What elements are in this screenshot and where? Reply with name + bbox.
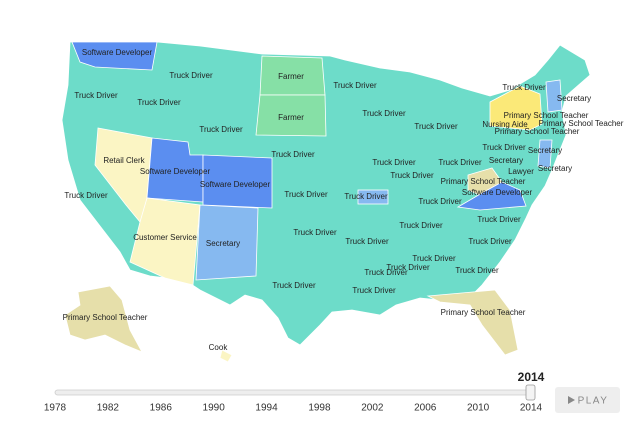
state-az <box>129 197 201 286</box>
state-label: Truck Driver <box>352 286 396 295</box>
state-label: Primary School Teacher <box>539 119 624 128</box>
year-label: 2010 <box>467 403 490 414</box>
state-fl <box>426 289 519 356</box>
timeline-track <box>54 389 534 396</box>
year-label: 1994 <box>255 403 278 414</box>
state-label: Primary School Teacher <box>504 111 589 120</box>
state-label: Software Developer <box>200 180 271 189</box>
state-label: Customer Service <box>133 233 197 242</box>
state-label: Truck Driver <box>345 237 389 246</box>
state-label: Truck Driver <box>137 98 181 107</box>
state-label: Farmer <box>278 113 304 122</box>
state-label: Truck Driver <box>271 150 315 159</box>
state-label: Secretary <box>528 146 562 155</box>
state-label: Truck Driver <box>344 192 388 201</box>
play-button[interactable]: PLAY <box>555 387 620 413</box>
state-va <box>456 181 527 211</box>
state-label: Truck Driver <box>399 221 443 230</box>
state-label: Secretary <box>557 94 591 103</box>
state-label: Software Developer <box>140 167 211 176</box>
year-label: 1998 <box>308 403 331 414</box>
state-label: Truck Driver <box>477 215 521 224</box>
state-label: Lawyer <box>508 167 534 176</box>
state-label: Primary School Teacher <box>495 127 580 136</box>
state-label: Truck Driver <box>386 263 430 272</box>
year-label: 1990 <box>203 403 226 414</box>
state-label: Truck Driver <box>364 268 408 277</box>
state-label: Farmer <box>278 72 304 81</box>
state-label: Truck Driver <box>284 190 328 199</box>
state-label: Primary School Teacher <box>441 308 526 317</box>
state-mo-highlight <box>357 189 389 205</box>
state-label: Retail Clerk <box>103 156 145 165</box>
state-label: Truck Driver <box>362 109 406 118</box>
play-label[interactable]: PLAY <box>578 396 609 407</box>
state-ny <box>489 85 543 131</box>
state-label: Secretary <box>206 239 240 248</box>
year-label: 2006 <box>414 403 437 414</box>
state-label: Truck Driver <box>468 237 512 246</box>
state-label: Truck Driver <box>372 158 416 167</box>
timeline: 2014 1978 1982 1986 1990 1994 1998 2002 2006 201… <box>44 370 545 413</box>
year-label: 2002 <box>361 403 384 414</box>
state-label: Truck Driver <box>390 171 434 180</box>
state-label: Truck Driver <box>438 158 482 167</box>
state-label: Truck Driver <box>502 83 546 92</box>
current-year: 2014 <box>518 370 545 384</box>
state-ne-secretary <box>545 79 563 113</box>
state-label: Primary School Teacher <box>63 313 148 322</box>
play-icon <box>568 396 575 404</box>
state-label: Truck Driver <box>414 122 458 131</box>
state-label: Cook <box>209 343 229 352</box>
state-label: Nursing Aide <box>482 120 528 129</box>
state-label: Secretary <box>489 156 523 165</box>
state-hi <box>219 349 233 363</box>
state-label: Truck Driver <box>412 254 456 263</box>
state-label: Truck Driver <box>482 143 526 152</box>
state-label: Primary School Teacher <box>441 177 526 186</box>
state-label: Software Developer <box>462 188 533 197</box>
state-label: Truck Driver <box>169 71 213 80</box>
us-map <box>61 41 591 363</box>
state-ak <box>64 285 143 353</box>
state-wa <box>71 41 158 71</box>
state-labels: Software Developer Truck Driver Farmer Truc… <box>63 48 624 352</box>
timeline-handle[interactable] <box>525 384 536 401</box>
state-label: Software Developer <box>82 48 153 57</box>
state-label: Truck Driver <box>199 125 243 134</box>
state-co <box>202 154 273 209</box>
state-sd <box>255 94 327 137</box>
state-label: Truck Driver <box>74 91 118 100</box>
year-label: 2014 <box>520 403 543 414</box>
state-nm <box>195 204 259 281</box>
year-label: 1982 <box>97 403 120 414</box>
state-label: Truck Driver <box>333 81 377 90</box>
state-nj <box>537 139 553 169</box>
year-label: 1978 <box>44 403 67 414</box>
year-label: 1986 <box>150 403 173 414</box>
state-label: Truck Driver <box>418 197 462 206</box>
state-label: Truck Driver <box>64 191 108 200</box>
state-label: Truck Driver <box>293 228 337 237</box>
state-label: Truck Driver <box>272 281 316 290</box>
play-button-bg[interactable] <box>555 387 620 413</box>
state-label: Secretary <box>538 164 572 173</box>
state-label: Truck Driver <box>455 266 499 275</box>
